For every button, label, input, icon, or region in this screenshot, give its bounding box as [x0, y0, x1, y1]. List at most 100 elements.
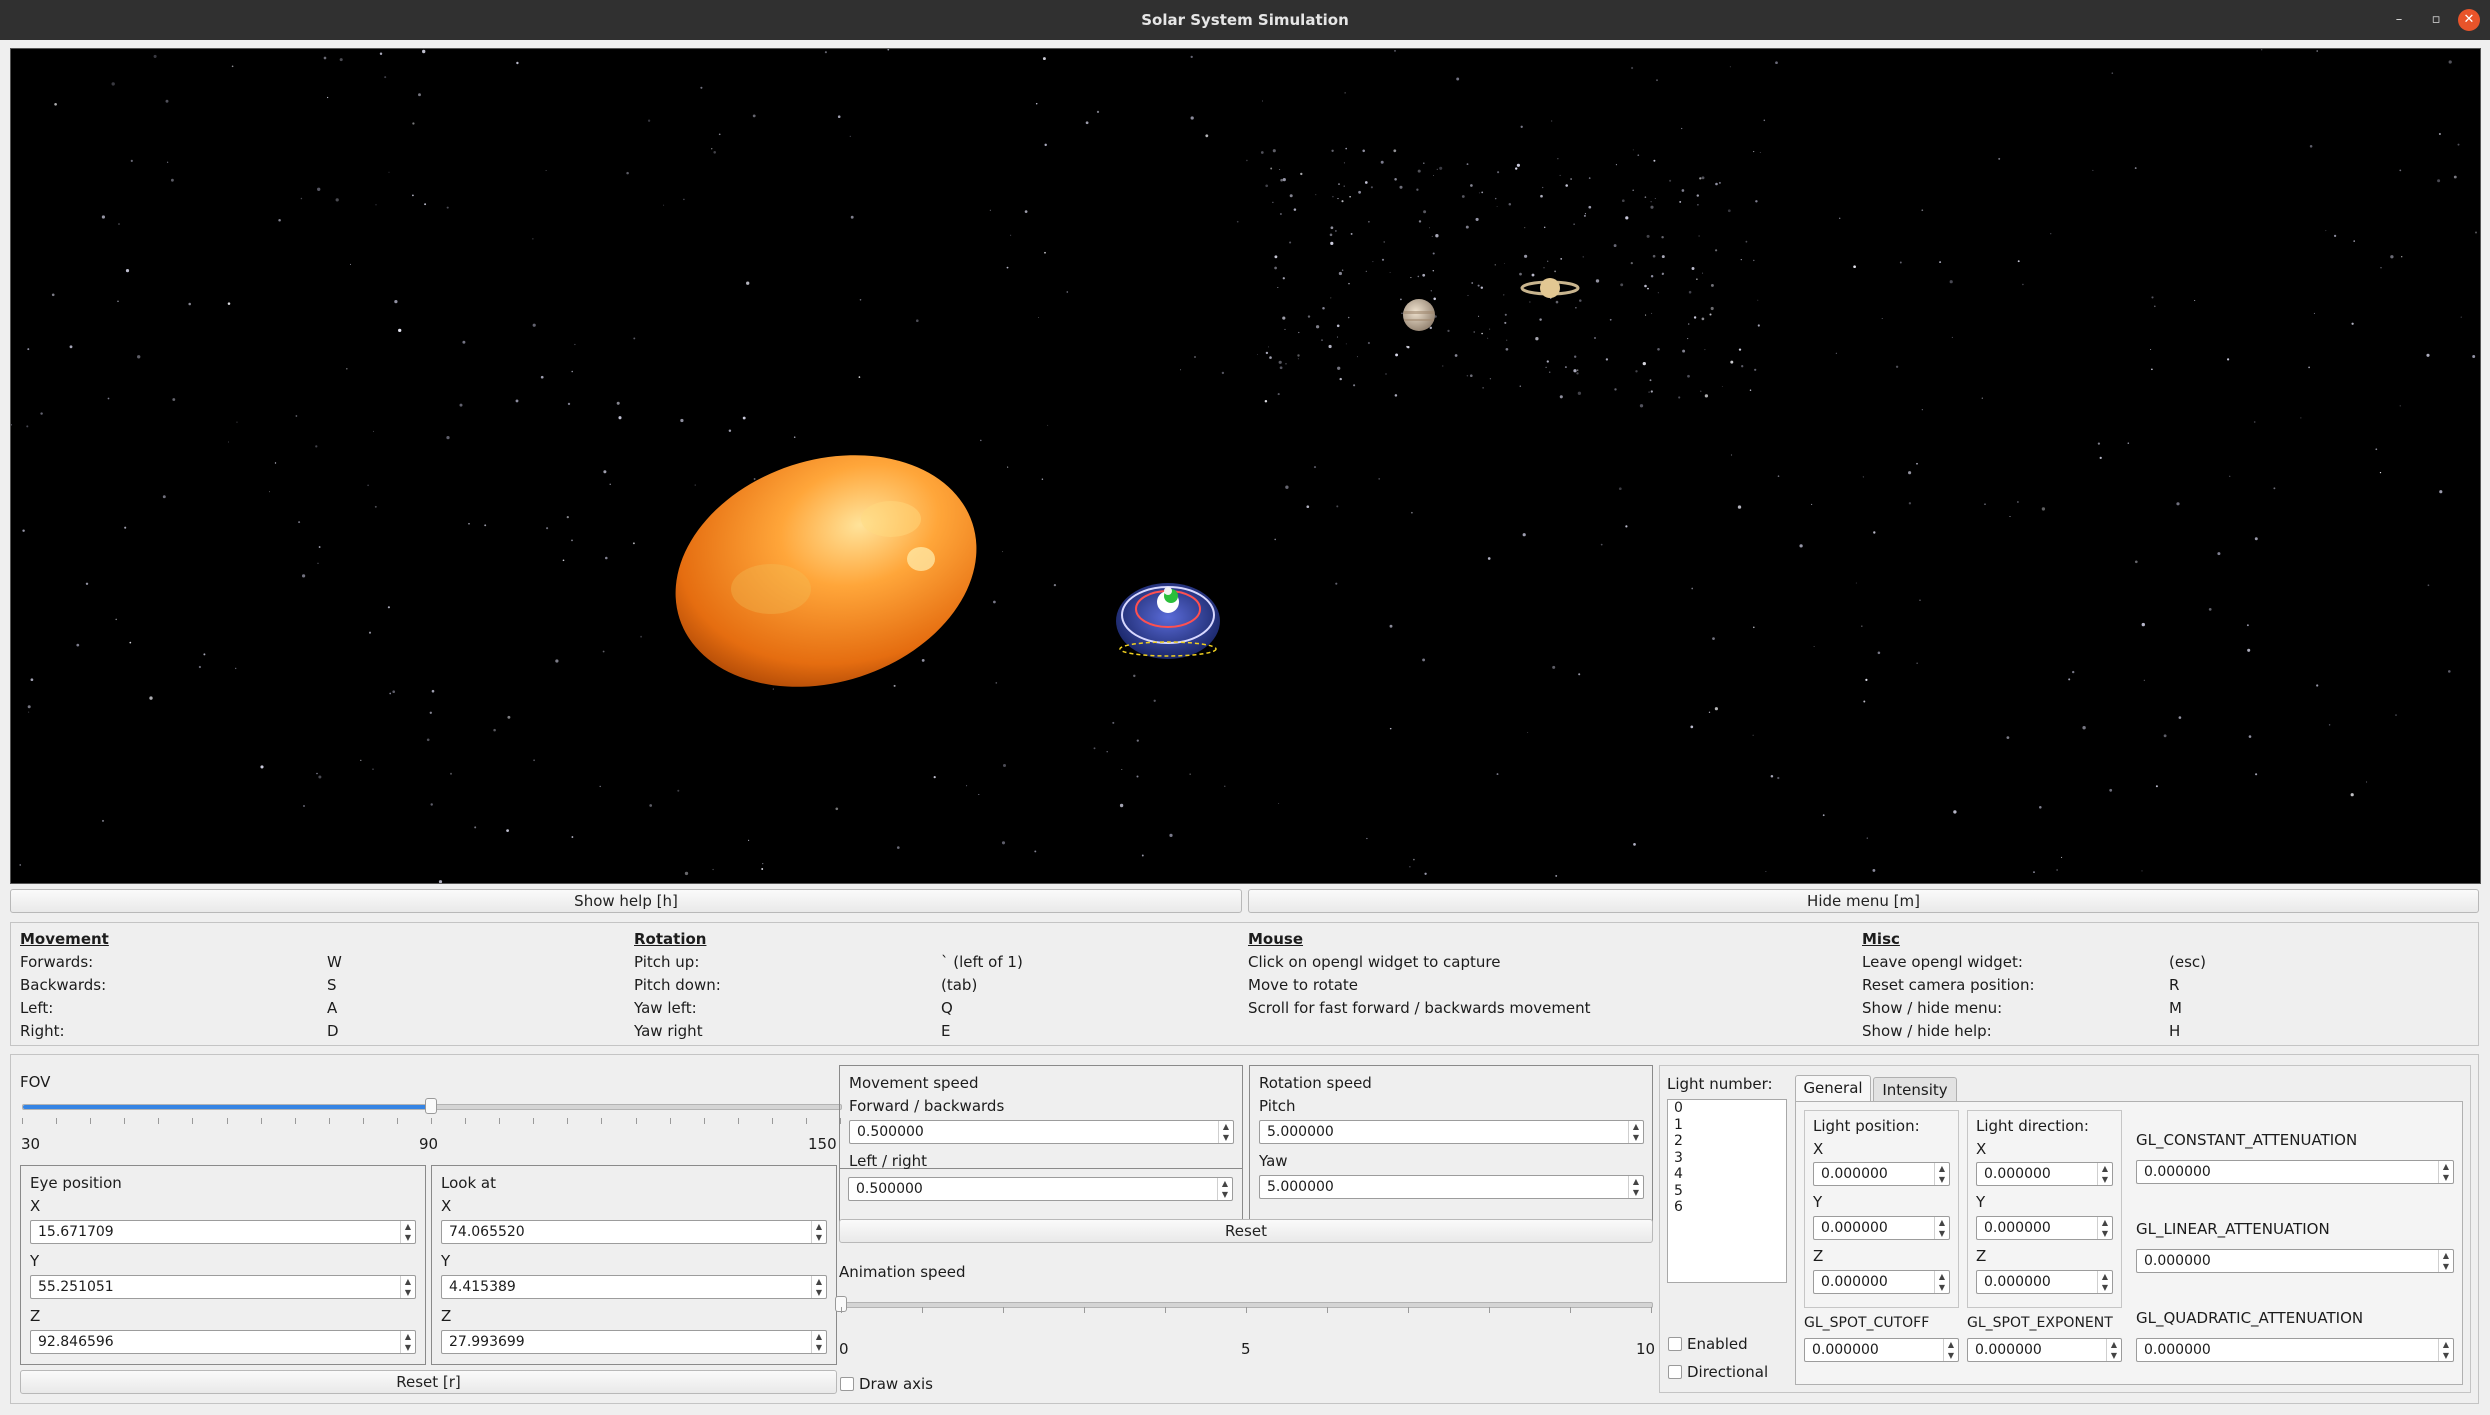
spin-arrows-icon[interactable]: ▲ ▼	[2106, 1339, 2121, 1361]
spin-arrows-icon[interactable]: ▲ ▼	[1934, 1163, 1949, 1185]
tab-intensity[interactable]: Intensity	[1873, 1077, 1957, 1101]
spin-arrows-icon[interactable]: ▲ ▼	[2097, 1163, 2112, 1185]
yaw-spinbox[interactable]: 5.000000 ▲ ▼	[1259, 1175, 1644, 1199]
left-right-spinbox[interactable]: 0.500000 ▲ ▼	[848, 1177, 1233, 1201]
light-number-item[interactable]: 1	[1674, 1116, 1683, 1133]
light-number-item[interactable]: 3	[1674, 1149, 1683, 1166]
spin-arrows-icon[interactable]: ▲ ▼	[2438, 1339, 2453, 1361]
opengl-viewport[interactable]	[10, 48, 2481, 884]
star	[1467, 295, 1469, 296]
star	[1863, 700, 1866, 703]
camera-reset-button[interactable]: Reset [r]	[20, 1370, 837, 1394]
close-button[interactable]: ✕	[2458, 9, 2480, 31]
star	[1921, 409, 1923, 411]
spin-arrows-icon[interactable]: ▲ ▼	[811, 1276, 826, 1298]
light-number-item[interactable]: 2	[1674, 1133, 1683, 1149]
spin-arrows-icon[interactable]: ▲ ▼	[1934, 1217, 1949, 1239]
spot-cutoff-spinbox[interactable]: 0.000000 ▲ ▼	[1804, 1338, 1959, 1362]
light-number-item[interactable]: 0	[1674, 1100, 1683, 1116]
eye-z-spinbox[interactable]: 92.846596 ▲ ▼	[30, 1330, 416, 1354]
light-dir-z-spinbox[interactable]: 0.000000 ▲ ▼	[1976, 1270, 2113, 1294]
light-pos-x-spinbox[interactable]: 0.000000 ▲ ▼	[1813, 1162, 1950, 1186]
light-directional-checkbox[interactable]	[1668, 1365, 1682, 1379]
star	[1047, 424, 1049, 426]
look-x-spinbox[interactable]: 74.065520 ▲ ▼	[441, 1220, 827, 1244]
spin-arrows-icon[interactable]: ▲ ▼	[1943, 1339, 1958, 1361]
star	[1469, 374, 1473, 378]
spin-arrows-icon[interactable]: ▲ ▼	[1628, 1121, 1643, 1143]
hide-menu-button[interactable]: Hide menu [m]	[1248, 889, 2479, 913]
spot-exponent-spinbox[interactable]: 0.000000 ▲ ▼	[1967, 1338, 2122, 1362]
light-dir-x-spinbox[interactable]: 0.000000 ▲ ▼	[1976, 1162, 2113, 1186]
star	[1279, 366, 1283, 370]
star	[101, 215, 105, 219]
spin-arrows-icon[interactable]: ▲ ▼	[811, 1331, 826, 1353]
spin-arrows-icon[interactable]: ▲ ▼	[400, 1331, 415, 1353]
star	[1435, 234, 1439, 238]
light-number-item[interactable]: 4	[1674, 1166, 1683, 1182]
star	[2399, 169, 2402, 172]
star	[412, 122, 415, 125]
spin-arrows-icon[interactable]: ▲ ▼	[2438, 1161, 2453, 1183]
star	[1136, 775, 1139, 778]
light-number-item[interactable]: 6	[1674, 1199, 1683, 1215]
star	[1546, 360, 1549, 363]
star	[1861, 625, 1863, 627]
spin-arrows-icon[interactable]: ▲ ▼	[400, 1276, 415, 1298]
star	[1730, 360, 1734, 364]
minimize-button[interactable]: –	[2395, 12, 2403, 27]
look-y-spinbox[interactable]: 4.415389 ▲ ▼	[441, 1275, 827, 1299]
look-z-spinbox[interactable]: 27.993699 ▲ ▼	[441, 1330, 827, 1354]
spin-arrows-icon[interactable]: ▲ ▼	[1218, 1121, 1233, 1143]
maximize-button[interactable]: ▫	[2431, 12, 2441, 27]
star	[1835, 352, 1837, 354]
fov-slider-handle[interactable]	[425, 1098, 437, 1114]
spin-arrows-icon[interactable]: ▲ ▼	[1628, 1176, 1643, 1198]
draw-axis-checkbox[interactable]	[840, 1377, 854, 1391]
star	[1799, 544, 1803, 548]
star	[700, 86, 703, 89]
star	[1364, 181, 1368, 184]
help-rotation-key: E	[941, 1022, 951, 1040]
spin-arrows-icon[interactable]: ▲ ▼	[2097, 1217, 2112, 1239]
light-enabled-checkbox[interactable]	[1668, 1337, 1682, 1351]
star	[278, 219, 281, 222]
star	[1322, 306, 1325, 310]
spin-arrows-icon[interactable]: ▲ ▼	[2438, 1250, 2453, 1272]
star	[1573, 369, 1577, 373]
light-pos-y-spinbox[interactable]: 0.000000 ▲ ▼	[1813, 1216, 1950, 1240]
tab-general[interactable]: General	[1795, 1075, 1871, 1101]
star	[1300, 172, 1303, 176]
star	[125, 269, 130, 273]
star	[1417, 169, 1421, 173]
star	[129, 641, 132, 644]
star	[171, 178, 174, 182]
eye-x-spinbox[interactable]: 15.671709 ▲ ▼	[30, 1220, 416, 1244]
show-help-button[interactable]: Show help [h]	[10, 889, 1242, 913]
spin-arrows-icon[interactable]: ▲ ▼	[811, 1221, 826, 1243]
forward-backwards-spinbox[interactable]: 0.500000 ▲ ▼	[849, 1120, 1234, 1144]
light-pos-z-spinbox[interactable]: 0.000000 ▲ ▼	[1813, 1270, 1950, 1294]
spin-arrows-icon[interactable]: ▲ ▼	[1934, 1271, 1949, 1293]
spin-arrows-icon[interactable]: ▲ ▼	[400, 1221, 415, 1243]
help-misc-key: H	[2169, 1022, 2181, 1040]
yaw-label: Yaw	[1259, 1152, 1288, 1170]
star	[28, 711, 30, 713]
constant-attenuation-spinbox[interactable]: 0.000000 ▲ ▼	[2136, 1160, 2454, 1184]
speed-reset-button[interactable]: Reset	[839, 1219, 1653, 1243]
light-dir-y-spinbox[interactable]: 0.000000 ▲ ▼	[1976, 1216, 2113, 1240]
linear-attenuation-spinbox[interactable]: 0.000000 ▲ ▼	[2136, 1249, 2454, 1273]
star	[850, 215, 854, 219]
quadratic-attenuation-spinbox[interactable]: 0.000000 ▲ ▼	[2136, 1338, 2454, 1362]
eye-y-spinbox[interactable]: 55.251051 ▲ ▼	[30, 1275, 416, 1299]
star	[1575, 306, 1577, 309]
spin-arrows-icon[interactable]: ▲ ▼	[2097, 1271, 2112, 1293]
star	[1262, 100, 1264, 102]
spin-arrows-icon[interactable]: ▲ ▼	[1217, 1178, 1232, 1200]
light-number-item[interactable]: 5	[1674, 1182, 1683, 1199]
star	[921, 658, 925, 662]
star	[203, 653, 206, 656]
star	[1432, 270, 1435, 272]
pitch-spinbox[interactable]: 5.000000 ▲ ▼	[1259, 1120, 1644, 1144]
